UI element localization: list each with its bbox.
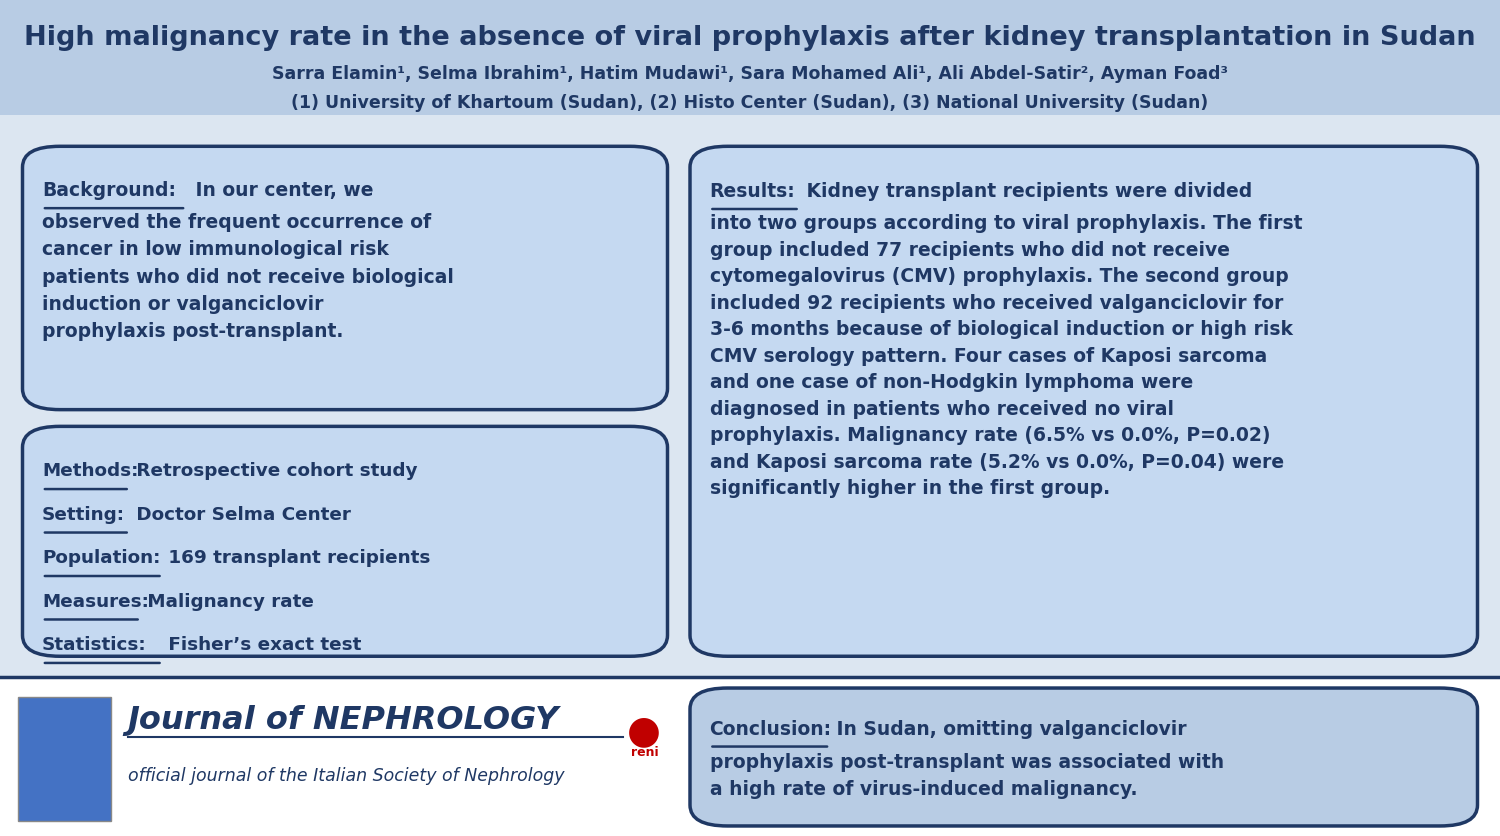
- Text: reni: reni: [632, 746, 658, 759]
- Text: Journal of NEPHROLOGY: Journal of NEPHROLOGY: [128, 705, 558, 737]
- Text: sin: sin: [634, 729, 656, 742]
- Text: Background:: Background:: [42, 181, 176, 201]
- Text: prophylaxis post-transplant was associated with
a high rate of virus-induced mal: prophylaxis post-transplant was associat…: [710, 753, 1224, 798]
- Text: Kidney transplant recipients were divided: Kidney transplant recipients were divide…: [800, 182, 1251, 201]
- Text: Malignancy rate: Malignancy rate: [141, 593, 314, 611]
- Text: Setting:: Setting:: [42, 506, 125, 524]
- Text: In our center, we: In our center, we: [189, 181, 374, 201]
- Text: Fisher’s exact test: Fisher’s exact test: [162, 636, 362, 655]
- Text: Conclusion:: Conclusion:: [710, 720, 831, 739]
- Text: In Sudan, omitting valganciclovir: In Sudan, omitting valganciclovir: [830, 720, 1186, 739]
- Text: Population:: Population:: [42, 549, 160, 568]
- Text: into two groups according to viral prophylaxis. The first
group included 77 reci: into two groups according to viral proph…: [710, 214, 1302, 498]
- Text: ●: ●: [627, 712, 662, 750]
- Text: Results:: Results:: [710, 182, 795, 201]
- FancyBboxPatch shape: [18, 697, 111, 821]
- Text: 169 transplant recipients: 169 transplant recipients: [162, 549, 430, 568]
- FancyBboxPatch shape: [0, 677, 1500, 836]
- Text: Measures:: Measures:: [42, 593, 148, 611]
- Text: Sarra Elamin¹, Selma Ibrahim¹, Hatim Mudawi¹, Sara Mohamed Ali¹, Ali Abdel-Satir: Sarra Elamin¹, Selma Ibrahim¹, Hatim Mud…: [272, 64, 1228, 83]
- Text: observed the frequent occurrence of
cancer in low immunological risk
patients wh: observed the frequent occurrence of canc…: [42, 213, 454, 341]
- FancyBboxPatch shape: [690, 146, 1478, 656]
- Text: High malignancy rate in the absence of viral prophylaxis after kidney transplant: High malignancy rate in the absence of v…: [24, 24, 1476, 51]
- Text: Doctor Selma Center: Doctor Selma Center: [129, 506, 351, 524]
- Text: official journal of the Italian Society of Nephrology: official journal of the Italian Society …: [128, 767, 564, 785]
- Text: Retrospective cohort study: Retrospective cohort study: [129, 462, 417, 481]
- Text: Statistics:: Statistics:: [42, 636, 147, 655]
- FancyBboxPatch shape: [690, 688, 1478, 826]
- FancyBboxPatch shape: [0, 0, 1500, 115]
- FancyBboxPatch shape: [0, 115, 1500, 677]
- FancyBboxPatch shape: [22, 426, 668, 656]
- Text: Methods:: Methods:: [42, 462, 138, 481]
- FancyBboxPatch shape: [22, 146, 668, 410]
- Text: (1) University of Khartoum (Sudan), (2) Histo Center (Sudan), (3) National Unive: (1) University of Khartoum (Sudan), (2) …: [291, 94, 1209, 112]
